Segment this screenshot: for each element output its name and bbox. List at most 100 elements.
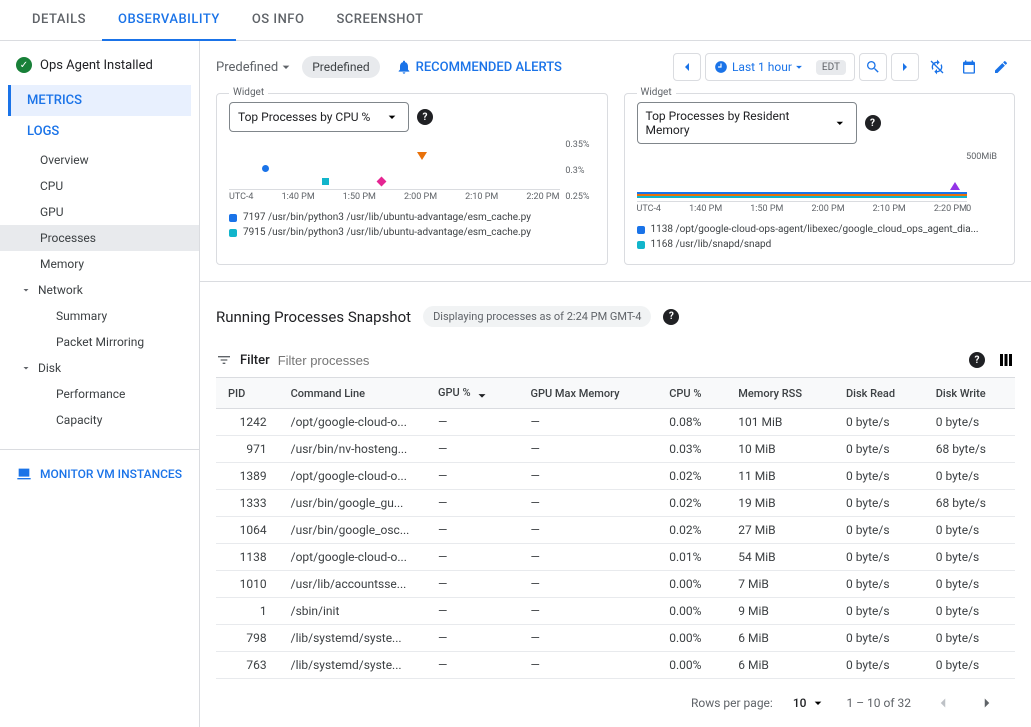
- zoom-button[interactable]: [859, 53, 887, 81]
- table-row[interactable]: 1333/usr/bin/google_gu...——0.02%19 MiB0 …: [216, 490, 1015, 517]
- widget-cpu-select[interactable]: Top Processes by CPU %: [229, 102, 409, 132]
- table-cell: —: [426, 463, 518, 490]
- table-row[interactable]: 1010/usr/lib/accountsse...——0.00%7 MiB0 …: [216, 571, 1015, 598]
- rows-per-page-select[interactable]: 10: [793, 695, 827, 711]
- table-cell: 0 byte/s: [834, 463, 924, 490]
- tab-osinfo[interactable]: OS INFO: [236, 0, 321, 40]
- table-cell: 0 byte/s: [834, 625, 924, 652]
- tab-details[interactable]: DETAILS: [16, 0, 102, 40]
- table-row[interactable]: 1389/opt/google-cloud-o...——0.02%11 MiB0…: [216, 463, 1015, 490]
- sidebar-item-memory[interactable]: Memory: [0, 251, 199, 277]
- sidebar-pill-logs[interactable]: LOGS: [8, 116, 191, 147]
- widget-label: Widget: [637, 87, 676, 98]
- calendar-button[interactable]: [955, 53, 983, 81]
- sidebar-item-processes[interactable]: Processes: [0, 225, 199, 251]
- processes-table: PIDCommand LineGPU % GPU Max MemoryCPU %…: [216, 377, 1015, 679]
- sidebar-item-summary[interactable]: Summary: [0, 303, 199, 329]
- chart-line: [637, 196, 968, 198]
- legend-item[interactable]: 1138 /opt/google-cloud-ops-agent/libexec…: [637, 222, 1003, 237]
- help-icon[interactable]: ?: [663, 309, 679, 325]
- filter-label: Filter: [240, 353, 270, 368]
- table-row[interactable]: 1/sbin/init——0.00%9 MiB0 byte/s0 byte/s: [216, 598, 1015, 625]
- auto-refresh-off-button[interactable]: [923, 53, 951, 81]
- help-icon[interactable]: ?: [969, 352, 985, 368]
- sidebar-item-performance[interactable]: Performance: [0, 381, 199, 407]
- sort-desc-icon: [475, 386, 489, 400]
- clock-icon: [714, 60, 728, 74]
- sidebar-item-packet-mirroring[interactable]: Packet Mirroring: [0, 329, 199, 355]
- snapshot-timestamp-chip: Displaying processes as of 2:24 PM GMT-4: [423, 306, 651, 327]
- table-cell: —: [518, 652, 657, 679]
- table-row[interactable]: 1242/opt/google-cloud-o...——0.08%101 MiB…: [216, 409, 1015, 436]
- table-cell: 0.08%: [657, 409, 726, 436]
- column-header[interactable]: PID: [216, 378, 279, 409]
- table-cell: 9 MiB: [726, 598, 834, 625]
- sidebar-item-cpu[interactable]: CPU: [0, 173, 199, 199]
- legend-item[interactable]: 1168 /usr/lib/snapd/snapd: [637, 237, 1003, 252]
- sidebar-group-network-label: Network: [38, 283, 83, 297]
- table-cell: 101 MiB: [726, 409, 834, 436]
- tab-screenshot[interactable]: SCREENSHOT: [320, 0, 439, 40]
- sidebar-item-overview[interactable]: Overview: [0, 147, 199, 173]
- sidebar-pill-metrics[interactable]: METRICS: [8, 85, 191, 116]
- table-cell: —: [426, 625, 518, 652]
- table-row[interactable]: 1138/opt/google-cloud-o...——0.01%54 MiB0…: [216, 544, 1015, 571]
- column-header[interactable]: CPU %: [657, 378, 726, 409]
- columns-icon[interactable]: [997, 351, 1015, 369]
- recommended-alerts-label: RECOMMENDED ALERTS: [416, 60, 562, 75]
- edit-button[interactable]: [987, 53, 1015, 81]
- time-next-button[interactable]: [891, 53, 919, 81]
- table-cell: /usr/bin/google_osc...: [279, 517, 426, 544]
- top-tabs: DETAILS OBSERVABILITY OS INFO SCREENSHOT: [0, 0, 1031, 41]
- column-header[interactable]: GPU %: [426, 378, 518, 409]
- chart-cpu[interactable]: [229, 140, 560, 190]
- axis-label: 2:10 PM: [873, 204, 906, 214]
- monitor-vm-link[interactable]: MONITOR VM INSTANCES: [0, 449, 199, 498]
- predefined-dropdown[interactable]: Predefined: [216, 59, 294, 75]
- table-cell: 68 byte/s: [924, 436, 1015, 463]
- table-row[interactable]: 763/lib/systemd/syste...——0.00%6 MiB0 by…: [216, 652, 1015, 679]
- sidebar-item-gpu[interactable]: GPU: [0, 199, 199, 225]
- time-range-picker[interactable]: Last 1 hour EDT: [705, 53, 855, 81]
- pager-prev-button[interactable]: [931, 691, 955, 715]
- predefined-chip[interactable]: Predefined: [302, 56, 379, 78]
- axis-label: UTC-4: [637, 204, 662, 214]
- table-cell: 19 MiB: [726, 490, 834, 517]
- table-cell: 10 MiB: [726, 436, 834, 463]
- filter-input[interactable]: [278, 353, 961, 368]
- table-cell: 0 byte/s: [924, 625, 1015, 652]
- table-cell: 0 byte/s: [834, 598, 924, 625]
- chart-memory[interactable]: [637, 152, 968, 202]
- table-cell: 0.00%: [657, 652, 726, 679]
- sidebar-item-capacity[interactable]: Capacity: [0, 407, 199, 433]
- sidebar-group-network[interactable]: Network: [0, 277, 199, 303]
- table-cell: 0 byte/s: [834, 517, 924, 544]
- chevron-left-icon: [679, 59, 695, 75]
- table-cell: 0.03%: [657, 436, 726, 463]
- pager-next-button[interactable]: [975, 691, 999, 715]
- table-cell: 0 byte/s: [834, 571, 924, 598]
- table-cell: 798: [216, 625, 279, 652]
- sidebar-group-disk[interactable]: Disk: [0, 355, 199, 381]
- axis-label: 2:00 PM: [811, 204, 844, 214]
- legend-item[interactable]: 7915 /usr/bin/python3 /usr/lib/ubuntu-ad…: [229, 225, 595, 240]
- legend-item[interactable]: 7197 /usr/bin/python3 /usr/lib/ubuntu-ad…: [229, 210, 595, 225]
- column-header[interactable]: Command Line: [279, 378, 426, 409]
- column-header[interactable]: Disk Read: [834, 378, 924, 409]
- tab-observability[interactable]: OBSERVABILITY: [102, 0, 236, 41]
- widget-memory-select[interactable]: Top Processes by Resident Memory: [637, 102, 857, 144]
- table-row[interactable]: 971/usr/bin/nv-hosteng...——0.03%10 MiB0 …: [216, 436, 1015, 463]
- table-row[interactable]: 798/lib/systemd/syste...——0.00%6 MiB0 by…: [216, 625, 1015, 652]
- help-icon[interactable]: ?: [417, 109, 433, 125]
- time-prev-button[interactable]: [673, 53, 701, 81]
- legend-dot: [637, 241, 645, 249]
- help-icon[interactable]: ?: [865, 115, 881, 131]
- arrow-drop-down-icon: [810, 695, 826, 711]
- column-header[interactable]: GPU Max Memory: [518, 378, 657, 409]
- recommended-alerts-button[interactable]: RECOMMENDED ALERTS: [396, 59, 562, 75]
- column-header[interactable]: Disk Write: [924, 378, 1015, 409]
- legend-label: 1168 /usr/lib/snapd/snapd: [651, 239, 772, 250]
- table-cell: /usr/bin/nv-hosteng...: [279, 436, 426, 463]
- column-header[interactable]: Memory RSS: [726, 378, 834, 409]
- table-row[interactable]: 1064/usr/bin/google_osc...——0.02%27 MiB0…: [216, 517, 1015, 544]
